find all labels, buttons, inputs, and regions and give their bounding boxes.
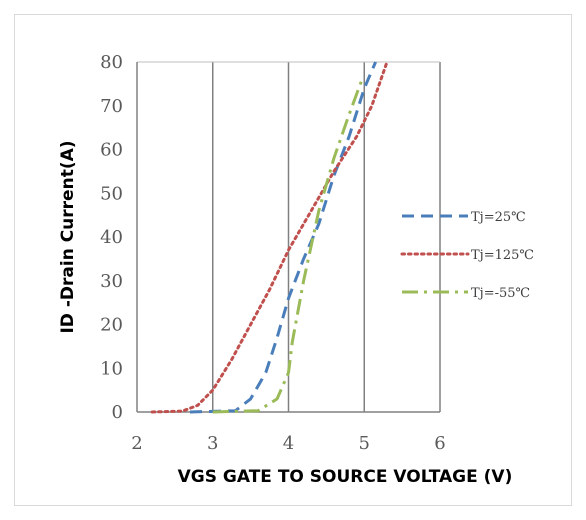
axes <box>136 61 440 413</box>
series-lines <box>150 60 389 414</box>
y-tick-label: 0 <box>112 402 123 423</box>
y-tick-label: 50 <box>100 183 123 204</box>
series-line-1 <box>189 61 377 414</box>
y-tick-label: 80 <box>100 52 123 73</box>
legend-label-2: Tj=125℃ <box>471 248 534 263</box>
legend-label-1: Tj=25℃ <box>471 210 526 225</box>
x-axis-label: VGS GATE TO SOURCE VOLTAGE (V) <box>178 467 513 487</box>
y-axis-label: ID -Drain Current(A) <box>58 140 78 333</box>
legend: Tj=25℃ Tj=125℃ Tj=-55℃ <box>400 210 534 301</box>
x-tick-label: 5 <box>359 433 370 454</box>
x-tick-label: 2 <box>131 433 142 454</box>
x-tick-label: 6 <box>434 433 445 454</box>
series-line-2 <box>150 60 389 414</box>
grid-lines <box>212 62 441 412</box>
y-tick-label: 30 <box>100 271 123 292</box>
y-tick-label: 70 <box>100 96 123 117</box>
y-tick-label: 40 <box>100 227 123 248</box>
x-tick-label: 4 <box>283 433 294 454</box>
y-tick-label: 10 <box>100 358 123 379</box>
chart-frame <box>14 14 572 506</box>
y-tick-label: 60 <box>100 140 123 161</box>
x-tick-label: 3 <box>207 433 218 454</box>
legend-label-3: Tj=-55℃ <box>471 286 530 301</box>
y-tick-label: 20 <box>100 315 123 336</box>
series-line-3 <box>212 78 364 414</box>
